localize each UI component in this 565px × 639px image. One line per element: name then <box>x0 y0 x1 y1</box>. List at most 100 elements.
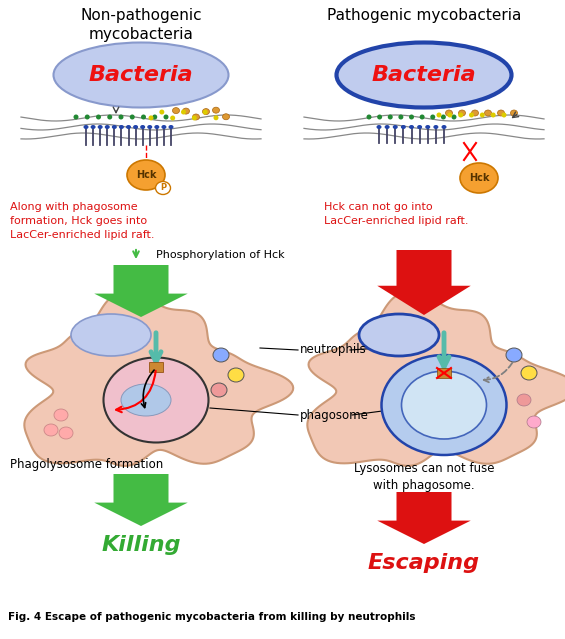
Ellipse shape <box>193 114 199 120</box>
Ellipse shape <box>401 125 406 129</box>
Ellipse shape <box>433 125 438 129</box>
Ellipse shape <box>511 110 518 116</box>
Polygon shape <box>24 291 293 466</box>
Text: Fig. 4 Escape of pathogenic mycobacteria from killing by neutrophils: Fig. 4 Escape of pathogenic mycobacteria… <box>8 612 415 622</box>
Ellipse shape <box>140 125 145 129</box>
Ellipse shape <box>527 416 541 428</box>
Ellipse shape <box>98 125 103 129</box>
Ellipse shape <box>154 125 159 129</box>
Ellipse shape <box>54 409 68 421</box>
Ellipse shape <box>459 110 466 116</box>
Ellipse shape <box>119 114 124 119</box>
Ellipse shape <box>127 160 165 190</box>
Ellipse shape <box>170 116 175 121</box>
Bar <box>437 368 451 378</box>
Polygon shape <box>94 265 188 317</box>
Ellipse shape <box>202 109 210 114</box>
Ellipse shape <box>417 125 422 129</box>
Ellipse shape <box>420 114 425 119</box>
Ellipse shape <box>59 427 73 439</box>
Ellipse shape <box>211 383 227 397</box>
Ellipse shape <box>472 110 479 116</box>
Ellipse shape <box>192 116 197 120</box>
Ellipse shape <box>480 112 485 118</box>
Ellipse shape <box>517 394 531 406</box>
Ellipse shape <box>152 114 157 119</box>
Text: Lysosomes can not fuse
with phagosome.: Lysosomes can not fuse with phagosome. <box>354 462 494 492</box>
Ellipse shape <box>213 348 229 362</box>
Ellipse shape <box>214 115 219 120</box>
Ellipse shape <box>359 314 439 356</box>
Ellipse shape <box>402 371 486 439</box>
Ellipse shape <box>458 112 463 118</box>
Ellipse shape <box>155 181 171 194</box>
Ellipse shape <box>506 348 522 362</box>
Polygon shape <box>377 250 471 315</box>
Polygon shape <box>94 474 188 526</box>
Ellipse shape <box>437 112 441 118</box>
Ellipse shape <box>441 114 446 119</box>
Ellipse shape <box>162 125 167 129</box>
Ellipse shape <box>112 125 117 129</box>
Ellipse shape <box>485 110 492 116</box>
Text: phagosome: phagosome <box>300 408 369 422</box>
Ellipse shape <box>393 125 398 129</box>
Text: Hck can not go into
LacCer-enriched lipid raft.: Hck can not go into LacCer-enriched lipi… <box>324 202 468 226</box>
Ellipse shape <box>377 114 382 119</box>
Text: neutrophils: neutrophils <box>300 344 367 357</box>
Text: Phosphorylation of Hck: Phosphorylation of Hck <box>156 250 285 260</box>
Ellipse shape <box>103 357 208 442</box>
Ellipse shape <box>96 114 101 119</box>
Bar <box>149 362 163 372</box>
Ellipse shape <box>133 125 138 129</box>
Ellipse shape <box>447 112 453 118</box>
Ellipse shape <box>159 109 164 114</box>
Polygon shape <box>377 492 471 544</box>
Ellipse shape <box>203 110 208 114</box>
Text: Phagolysosome formation: Phagolysosome formation <box>10 458 163 471</box>
Ellipse shape <box>105 125 110 129</box>
Ellipse shape <box>460 163 498 193</box>
Ellipse shape <box>54 43 228 107</box>
Polygon shape <box>307 291 565 466</box>
Ellipse shape <box>168 125 173 129</box>
Ellipse shape <box>388 114 393 119</box>
Text: Bacteria: Bacteria <box>372 65 476 85</box>
Ellipse shape <box>172 107 180 114</box>
Text: Along with phagosome
formation, Hck goes into
LacCer-enriched lipid raft.: Along with phagosome formation, Hck goes… <box>10 202 154 240</box>
Ellipse shape <box>107 114 112 119</box>
Ellipse shape <box>71 314 151 356</box>
Ellipse shape <box>149 116 154 120</box>
Ellipse shape <box>441 125 446 129</box>
Text: P: P <box>160 183 166 192</box>
Ellipse shape <box>376 125 381 129</box>
Ellipse shape <box>141 114 146 119</box>
Ellipse shape <box>228 368 244 382</box>
Ellipse shape <box>385 125 390 129</box>
Ellipse shape <box>409 125 414 129</box>
Ellipse shape <box>469 112 474 118</box>
Ellipse shape <box>212 107 219 113</box>
Ellipse shape <box>85 114 90 119</box>
Ellipse shape <box>451 114 457 119</box>
Text: Non-pathogenic
mycobacteria: Non-pathogenic mycobacteria <box>80 8 202 42</box>
Ellipse shape <box>431 114 435 119</box>
Text: Hck: Hck <box>136 170 157 180</box>
Ellipse shape <box>398 114 403 119</box>
Ellipse shape <box>130 114 134 119</box>
Ellipse shape <box>90 125 95 129</box>
Ellipse shape <box>44 424 58 436</box>
Ellipse shape <box>223 114 229 119</box>
Ellipse shape <box>502 112 506 118</box>
Text: Pathogenic mycobacteria: Pathogenic mycobacteria <box>327 8 521 23</box>
Ellipse shape <box>498 110 505 116</box>
Ellipse shape <box>409 114 414 119</box>
Ellipse shape <box>147 125 152 129</box>
Ellipse shape <box>181 109 186 114</box>
Ellipse shape <box>521 366 537 380</box>
Ellipse shape <box>163 114 168 119</box>
Text: Bacteria: Bacteria <box>89 65 193 85</box>
Ellipse shape <box>126 125 131 129</box>
Ellipse shape <box>119 125 124 129</box>
Ellipse shape <box>367 114 372 119</box>
